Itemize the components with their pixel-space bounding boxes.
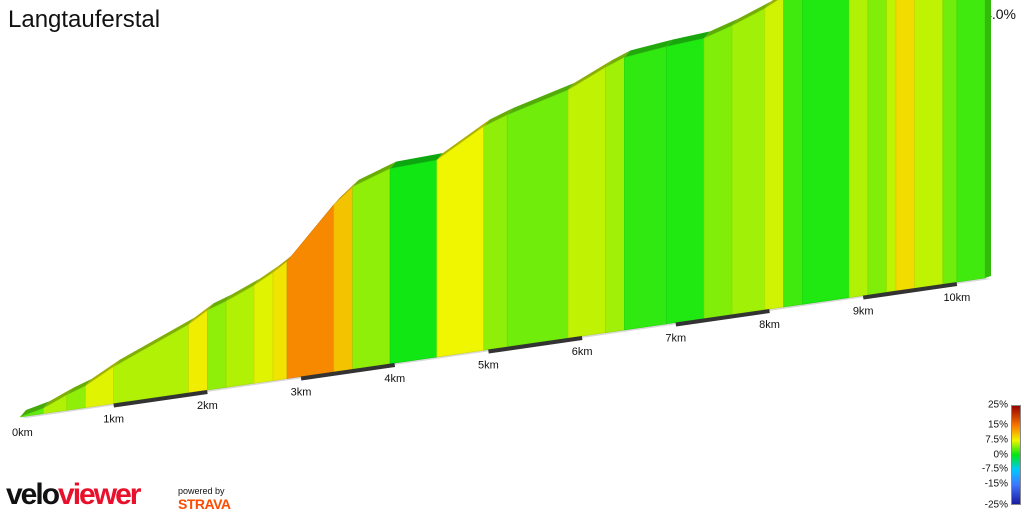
profile-segment [483,114,508,351]
profile-segment-top [113,317,195,367]
x-tick-label: 7km [665,333,686,345]
profile-segment [253,272,274,384]
distance-axis-band [113,390,208,408]
logo-viewer-text: viewer [58,478,141,511]
profile-segment-top [732,1,771,26]
profile-segment-top [85,359,120,386]
chart-title: Langtauferstal [8,6,161,33]
profile-layer [19,0,991,418]
profile-segment-top [66,378,92,396]
profile-segment [333,186,353,373]
x-tick-label: 10km [943,292,970,304]
distance-axis-band [488,336,583,354]
distance-axis: 0km 1km 2km 3km 4km 5km 6km 7km 8km 9km 10km [12,282,970,439]
x-tick-label: 4km [384,373,405,385]
x-tick-label: 9km [853,306,874,318]
powered-by-label: powered by [178,486,225,496]
profile-segment [436,125,485,358]
profile-segment [85,366,114,408]
profile-segment-top [20,401,50,417]
profile-segment-top [226,278,261,302]
gradient-color-scale [1011,405,1021,505]
x-tick-label: 6km [572,346,593,358]
profile-segment-top [507,82,575,116]
legend-label: -7.5% [981,463,1008,475]
profile-segment-top [254,265,279,286]
profile-segment-top [703,18,739,39]
profile-segment [286,203,335,379]
profile-segment [567,66,606,339]
profile-segment-top [352,161,397,187]
profile-segment [352,168,391,370]
profile-segment [207,300,227,391]
profile-segment-top [483,108,514,127]
profile-segment [783,0,803,308]
profile-segment-top [436,119,490,161]
profile-segment [956,0,986,283]
gradient-legend: 25% 15% 7.5% 0% -7.5% -15% -25% [981,398,1024,511]
profile-segment [802,0,850,305]
profile-segment [731,7,766,315]
profile-segment-top [43,388,73,409]
x-tick-label: 0km [12,427,33,439]
profile-segment-top [188,303,214,325]
profile-segment [886,0,897,293]
profile-segment [225,284,255,388]
legend-label: 15% [987,419,1008,431]
profile-segment [666,37,705,325]
x-tick-label: 3km [291,387,312,399]
x-tick-label: 5km [478,360,499,372]
veloviewer-logo: veloviewer [6,478,141,512]
profile-segment [942,0,958,285]
profile-segment-top [568,60,612,90]
profile-segment [113,323,189,404]
profile-end-cap [985,0,991,278]
distance-axis-band [675,309,770,327]
profile-segment-top [207,294,233,311]
profile-segment [895,0,916,292]
profile-segment-top [605,50,631,68]
profile-segment-top [272,254,294,273]
distance-axis-band [862,282,958,300]
profile-segment [506,89,569,348]
profile-segment [848,0,869,298]
profile-segment-top [390,153,443,169]
distance-axis-band [300,363,396,381]
profile-segment [605,57,625,334]
profile-segment [764,0,784,311]
logo-velo-text: velo [6,478,60,511]
profile-segment [703,25,733,319]
profile-segment [623,46,667,331]
legend-label: 25% [987,399,1008,411]
profile-segment [914,0,944,289]
profile-segment [188,309,208,394]
profile-segment [272,260,288,381]
strava-logo: STRAVA [178,496,231,512]
legend-label: 0% [993,449,1008,461]
legend-label: 7.5% [985,434,1008,446]
legend-label: -15% [984,478,1008,490]
profile-segment-top [624,39,673,58]
x-tick-label: 2km [197,400,218,412]
legend-label: -25% [984,499,1008,511]
profile-segment [389,159,438,365]
profile-segment-top [666,31,710,47]
x-tick-label: 8km [759,319,780,331]
profile-segment [867,0,887,296]
x-tick-label: 1km [103,414,124,426]
